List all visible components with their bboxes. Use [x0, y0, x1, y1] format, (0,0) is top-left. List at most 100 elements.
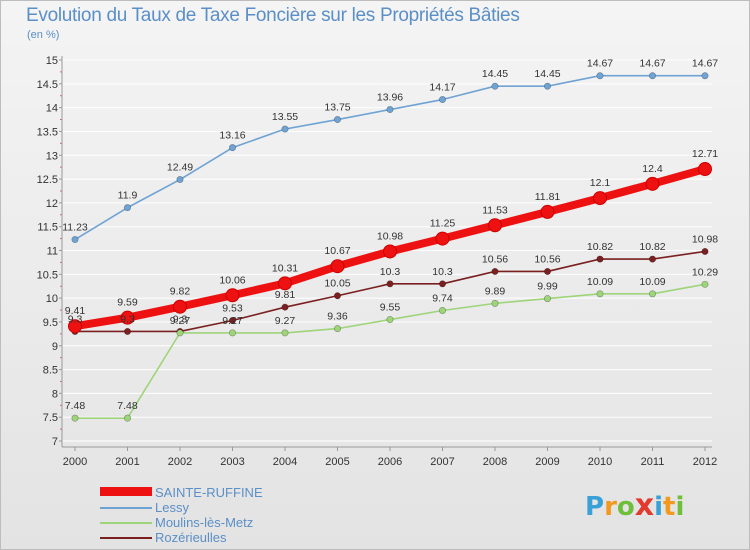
data-point	[120, 310, 135, 325]
logo-letter: o	[616, 492, 635, 522]
logo-letter: x	[634, 488, 655, 523]
data-label: 9.74	[432, 293, 453, 305]
data-label: 11.23	[62, 222, 88, 234]
data-label: 9.59	[117, 297, 138, 309]
y-tick-label: 14	[46, 103, 58, 115]
data-point	[701, 72, 709, 80]
legend-label: SAINTE-RUFFINE	[155, 485, 263, 500]
data-point	[698, 162, 712, 177]
data-label: 9.3	[68, 313, 83, 325]
data-point	[281, 125, 289, 133]
data-labels-layer: 9.41 9.59 9.82 10.06 10.31 10.67 10.98 11.25 11.…	[62, 58, 718, 412]
x-tick-label: 2002	[168, 456, 192, 468]
data-label: 11.81	[535, 191, 561, 203]
data-point	[543, 267, 551, 275]
data-point	[124, 327, 132, 335]
x-tick-label: 2005	[325, 456, 349, 468]
data-point	[173, 299, 187, 314]
legend-swatch-sainte-ruffine	[100, 487, 152, 496]
chart-title: Evolution du Taux de Taxe Foncière sur l…	[26, 5, 520, 26]
y-tick-label: 15	[46, 55, 58, 67]
data-label: 14.17	[429, 82, 455, 94]
y-tick-label: 9	[52, 341, 58, 353]
data-label: 13.55	[272, 111, 298, 123]
y-tick-label: 12	[46, 198, 58, 210]
data-point	[176, 176, 184, 184]
x-tick-label: 2007	[430, 456, 454, 468]
logo-letter: P	[585, 492, 605, 522]
data-label: 14.67	[587, 58, 613, 70]
x-tick-label: 2012	[693, 456, 717, 468]
data-point	[488, 218, 502, 233]
y-tick-label: 10.5	[37, 269, 58, 281]
data-point	[543, 82, 551, 90]
data-point	[648, 290, 656, 298]
data-label: 12.71	[692, 148, 718, 160]
data-point	[596, 290, 604, 298]
x-tick-label: 2006	[378, 456, 402, 468]
data-label: 10.06	[219, 274, 245, 286]
data-label: 7.48	[65, 400, 86, 412]
data-point	[543, 295, 551, 303]
data-label: 9.27	[170, 315, 191, 327]
data-label: 10.56	[534, 253, 560, 265]
data-point	[386, 280, 394, 288]
data-point	[593, 191, 607, 206]
data-label: 14.67	[692, 58, 718, 70]
x-tick-label: 2000	[63, 456, 87, 468]
data-point	[596, 72, 604, 80]
data-point	[176, 329, 184, 337]
y-tick-label: 11	[47, 246, 58, 258]
data-point	[225, 288, 240, 303]
data-point	[333, 292, 341, 300]
series-layer	[68, 72, 712, 422]
y-tick-label: 7.5	[43, 412, 58, 424]
data-label: 9.36	[327, 311, 348, 323]
legend-swatch-lessy	[100, 507, 152, 509]
data-label: 9.3	[120, 313, 135, 325]
legend-label: Lessy	[155, 500, 189, 515]
data-point	[386, 316, 394, 324]
data-point	[330, 259, 345, 274]
data-label: 10.31	[272, 262, 298, 274]
y-tick-label: 8	[52, 388, 58, 400]
data-point	[491, 267, 499, 275]
legend-label: Moulins-lès-Metz	[155, 515, 254, 530]
data-point	[71, 236, 79, 244]
axes: 7 7.5 8 8.5 9 9.5 10 10.5 11 11.5 12 12.5 13 13.5 14 14…	[37, 55, 718, 468]
data-label: 10.82	[587, 241, 613, 253]
data-label: 13.16	[219, 130, 245, 142]
data-label: 10.56	[482, 253, 508, 265]
data-label: 9.27	[222, 315, 243, 327]
x-tick-label: 2001	[115, 456, 139, 468]
data-point	[438, 280, 446, 288]
data-label: 11.53	[482, 204, 508, 216]
data-label: 10.05	[324, 278, 350, 290]
data-point	[701, 247, 709, 255]
data-label: 14.67	[639, 58, 665, 70]
data-label: 10.09	[587, 276, 613, 288]
y-tick-label: 8.5	[43, 365, 58, 377]
data-label: 10.98	[377, 230, 403, 242]
data-label: 9.41	[65, 305, 86, 317]
data-label: 10.3	[432, 266, 453, 278]
data-label: 9.55	[380, 302, 401, 314]
data-point	[229, 317, 237, 325]
legend-label: Rozérieulles	[155, 530, 227, 545]
logo-letter: i	[675, 492, 685, 522]
data-label: 10.09	[639, 276, 665, 288]
data-label: 9.53	[222, 303, 243, 315]
data-label: 9.99	[537, 281, 558, 293]
grid	[62, 59, 712, 442]
data-point	[333, 116, 341, 124]
y-tick-label: 13.5	[37, 126, 58, 138]
y-tick-label: 13	[46, 150, 58, 162]
y-tick-label: 7	[52, 436, 58, 448]
data-label: 11.25	[430, 218, 456, 230]
data-point	[124, 204, 132, 212]
data-label: 12.4	[642, 163, 663, 175]
data-point	[438, 307, 446, 315]
y-tick-label: 9.5	[43, 317, 58, 329]
data-point	[701, 280, 709, 288]
